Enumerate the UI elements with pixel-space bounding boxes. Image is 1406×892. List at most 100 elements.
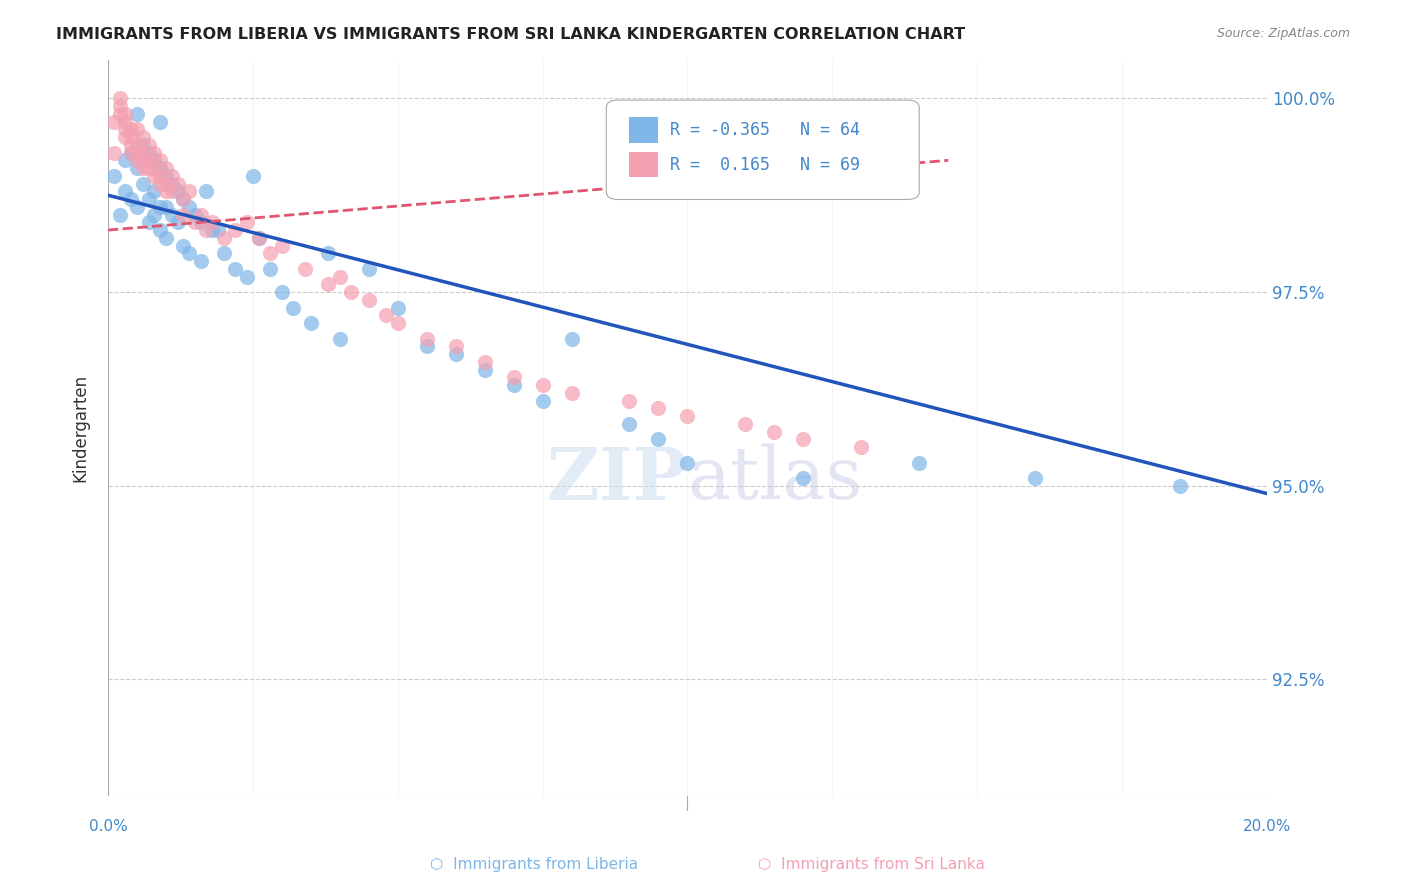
Text: ZIP: ZIP [547,443,688,515]
Point [114,122,136,136]
Point [143,145,166,160]
Point [155,200,177,214]
Point [444,347,467,361]
Point [294,261,316,276]
Point [387,301,409,315]
Point [172,192,194,206]
Point [155,184,177,198]
Point [155,169,177,183]
Point [114,153,136,168]
Point [242,169,264,183]
Point [125,122,148,136]
Point [179,246,201,260]
Point [259,261,281,276]
Point [1024,471,1046,485]
Point [329,269,352,284]
Y-axis label: Kindergarten: Kindergarten [72,374,89,482]
Point [125,200,148,214]
Point [270,238,292,252]
Point [195,223,218,237]
Point [143,153,166,168]
Point [908,456,931,470]
Point [647,401,669,416]
Point [201,215,224,229]
Point [375,308,398,322]
Point [160,169,183,183]
Point [149,153,172,168]
Point [149,161,172,175]
Point [734,417,756,431]
Point [283,301,305,315]
Point [125,137,148,152]
Point [138,145,160,160]
Point [172,238,194,252]
Point [179,200,201,214]
Point [444,339,467,353]
Point [166,184,188,198]
Point [270,285,292,299]
Point [114,114,136,128]
Point [224,261,246,276]
Point [132,177,155,191]
Point [619,393,641,408]
Point [138,161,160,175]
Point [132,161,155,175]
Point [143,208,166,222]
Point [114,130,136,145]
Text: R = -0.365   N = 64: R = -0.365 N = 64 [671,120,860,138]
Point [236,215,259,229]
Point [132,130,155,145]
Point [138,137,160,152]
Point [676,456,699,470]
Point [502,370,524,384]
Point [160,208,183,222]
Point [138,192,160,206]
Point [166,177,188,191]
Point [792,432,814,446]
Point [114,184,136,198]
Text: ⬡  Immigrants from Liberia: ⬡ Immigrants from Liberia [430,857,638,872]
Point [247,231,270,245]
Point [160,177,183,191]
Point [160,184,183,198]
Text: R =  0.165   N = 69: R = 0.165 N = 69 [671,156,860,174]
Point [120,130,142,145]
Point [357,293,380,307]
Point [120,137,142,152]
Point [155,231,177,245]
Point [259,246,281,260]
Point [155,177,177,191]
Point [143,169,166,183]
Text: IMMIGRANTS FROM LIBERIA VS IMMIGRANTS FROM SRI LANKA KINDERGARTEN CORRELATION CH: IMMIGRANTS FROM LIBERIA VS IMMIGRANTS FR… [56,27,966,42]
Point [415,332,437,346]
Point [114,107,136,121]
Point [329,332,352,346]
Point [792,471,814,485]
Point [155,161,177,175]
Point [172,192,194,206]
Point [316,246,339,260]
Point [474,362,496,376]
Point [132,145,155,160]
Text: Source: ZipAtlas.com: Source: ZipAtlas.com [1216,27,1350,40]
Text: atlas: atlas [688,444,863,515]
Point [120,145,142,160]
Point [224,223,246,237]
Text: 20.0%: 20.0% [1243,819,1291,834]
Point [676,409,699,423]
Point [172,208,194,222]
Point [143,161,166,175]
Point [108,91,131,105]
Point [763,425,786,439]
Point [212,246,235,260]
Point [561,332,583,346]
FancyBboxPatch shape [606,100,920,200]
Point [120,192,142,206]
Point [125,161,148,175]
Point [201,223,224,237]
Point [619,417,641,431]
Point [179,184,201,198]
Point [184,215,207,229]
Bar [630,117,658,143]
Point [1168,479,1191,493]
